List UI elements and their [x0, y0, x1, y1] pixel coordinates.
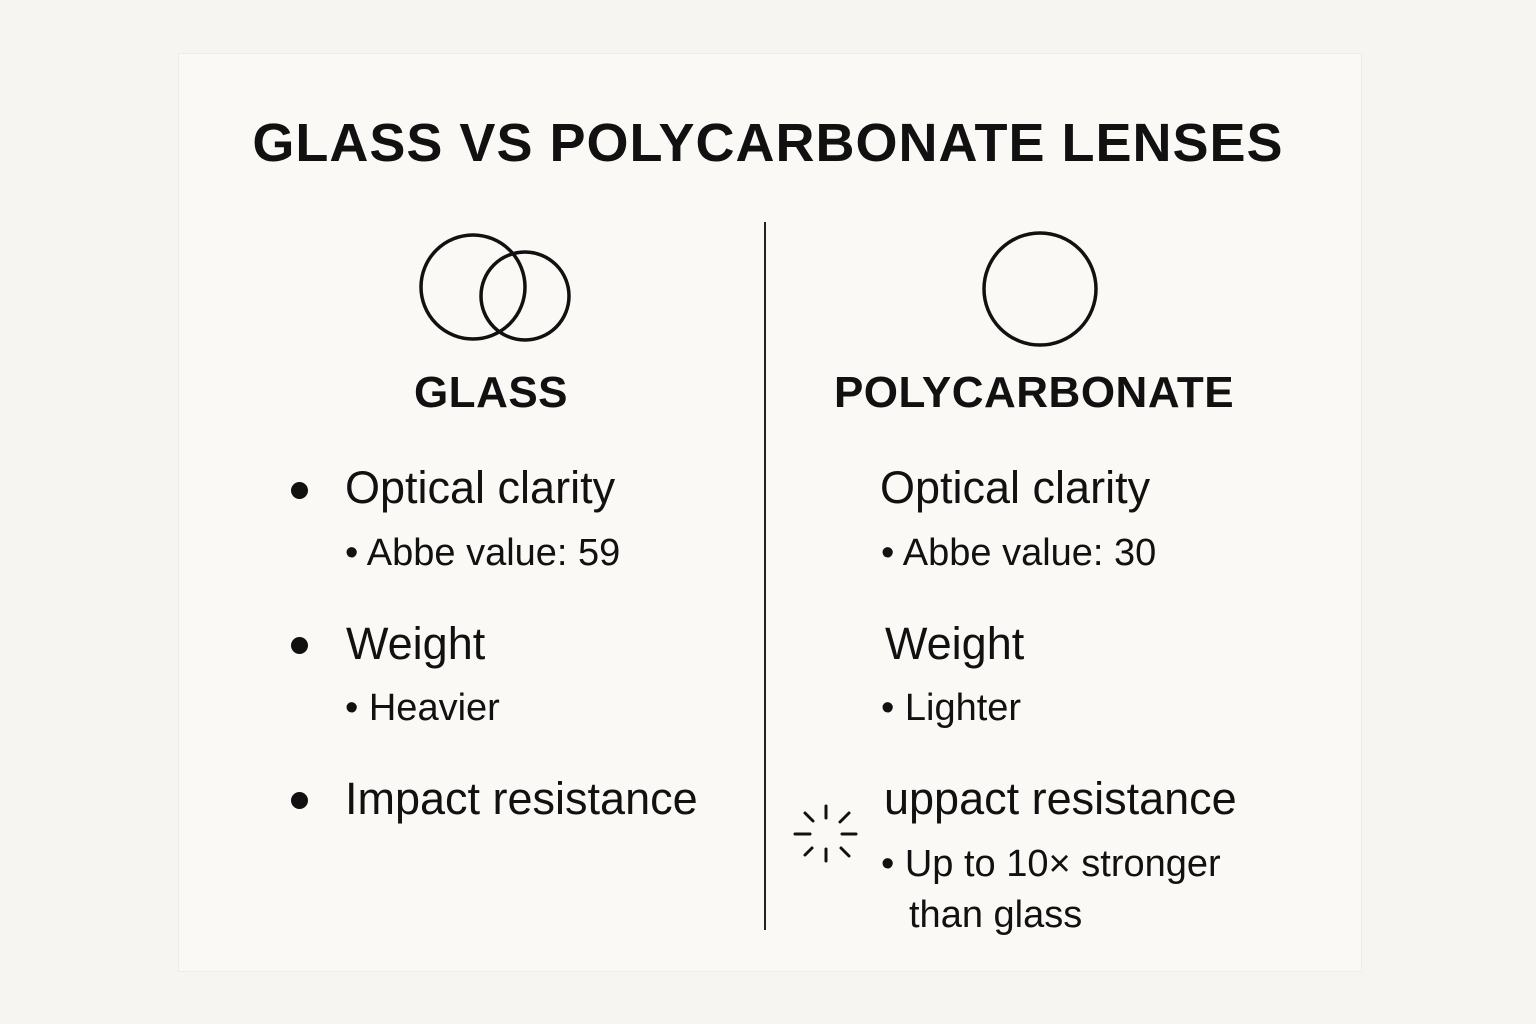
poly-weight-detail: • Lighter — [881, 687, 1022, 729]
bullet-icon — [291, 637, 308, 654]
glass-optical-clarity: Optical clarity — [345, 462, 616, 513]
impact-burst-icon — [793, 804, 858, 863]
poly-abbe-value: • Abbe value: 30 — [881, 532, 1157, 574]
glass-impact-resistance: Impact resistance — [345, 773, 698, 824]
glass-weight-detail: • Heavier — [345, 687, 500, 729]
column-divider — [764, 222, 766, 930]
single-circle-lens-icon — [982, 231, 1098, 347]
double-circle-lens-icon — [419, 233, 571, 342]
glass-weight: Weight — [346, 618, 486, 669]
page-title: GLASS VS POLYCARBONATE LENSES — [252, 113, 1284, 173]
poly-impact-detail-cont: than glass — [909, 894, 1083, 936]
bullet-icon — [291, 482, 308, 499]
poly-impact-detail: • Up to 10× stronger — [881, 843, 1221, 885]
glass-abbe-value: • Abbe value: 59 — [345, 532, 621, 574]
glass-heading: GLASS — [413, 368, 569, 417]
poly-optical-clarity: Optical clarity — [880, 462, 1151, 513]
comparison-card — [178, 53, 1362, 972]
bullet-icon — [291, 792, 308, 809]
polycarbonate-heading: POLYCARBONATE — [833, 368, 1235, 417]
poly-weight: Weight — [885, 618, 1025, 669]
poly-impact-resistance: uppact resistance — [884, 773, 1237, 824]
